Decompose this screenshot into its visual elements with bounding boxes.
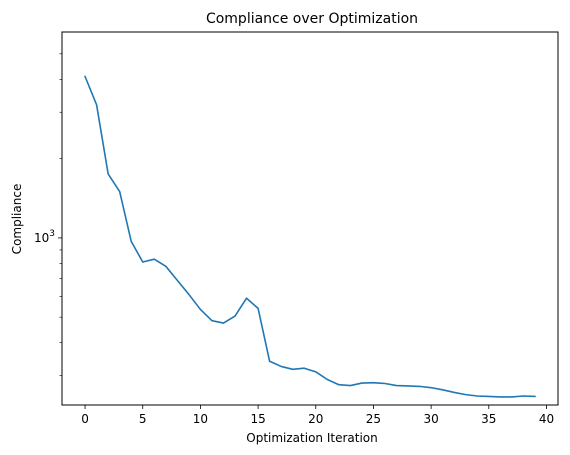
x-axis-label: Optimization Iteration	[246, 431, 377, 445]
axes-frame	[61, 31, 559, 406]
x-tick-label: 30	[423, 412, 438, 426]
x-tick-label: 5	[139, 412, 147, 426]
plot-area	[84, 75, 536, 398]
chart-title: Compliance over Optimization	[206, 11, 418, 27]
x-tick-label: 25	[366, 412, 381, 426]
x-tick-label: 10	[193, 412, 208, 426]
series-line	[84, 75, 536, 398]
y-axis: 103	[34, 53, 62, 376]
x-tick-label: 15	[250, 412, 265, 426]
x-tick-label: 0	[81, 412, 89, 426]
x-tick-label: 40	[539, 412, 554, 426]
x-axis: 0 5 10 15 20 25 30 35 40	[81, 405, 554, 426]
x-tick-label: 35	[481, 412, 496, 426]
x-tick-label: 20	[308, 412, 323, 426]
y-tick-label: 103	[34, 229, 55, 245]
y-axis-label: Compliance	[10, 184, 24, 255]
